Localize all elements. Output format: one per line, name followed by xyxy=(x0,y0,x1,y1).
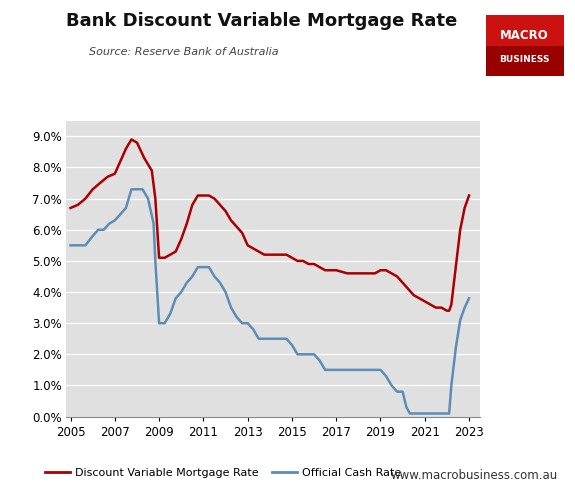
Text: BUSINESS: BUSINESS xyxy=(500,55,550,64)
Text: Source: Reserve Bank of Australia: Source: Reserve Bank of Australia xyxy=(89,47,279,57)
Text: Bank Discount Variable Mortgage Rate: Bank Discount Variable Mortgage Rate xyxy=(66,12,457,31)
Text: MACRO: MACRO xyxy=(500,29,549,41)
Bar xyxy=(486,46,564,76)
Text: www.macrobusiness.com.au: www.macrobusiness.com.au xyxy=(390,469,558,482)
Bar xyxy=(486,15,564,46)
Legend: Discount Variable Mortgage Rate, Official Cash Rate: Discount Variable Mortgage Rate, Officia… xyxy=(41,463,406,483)
